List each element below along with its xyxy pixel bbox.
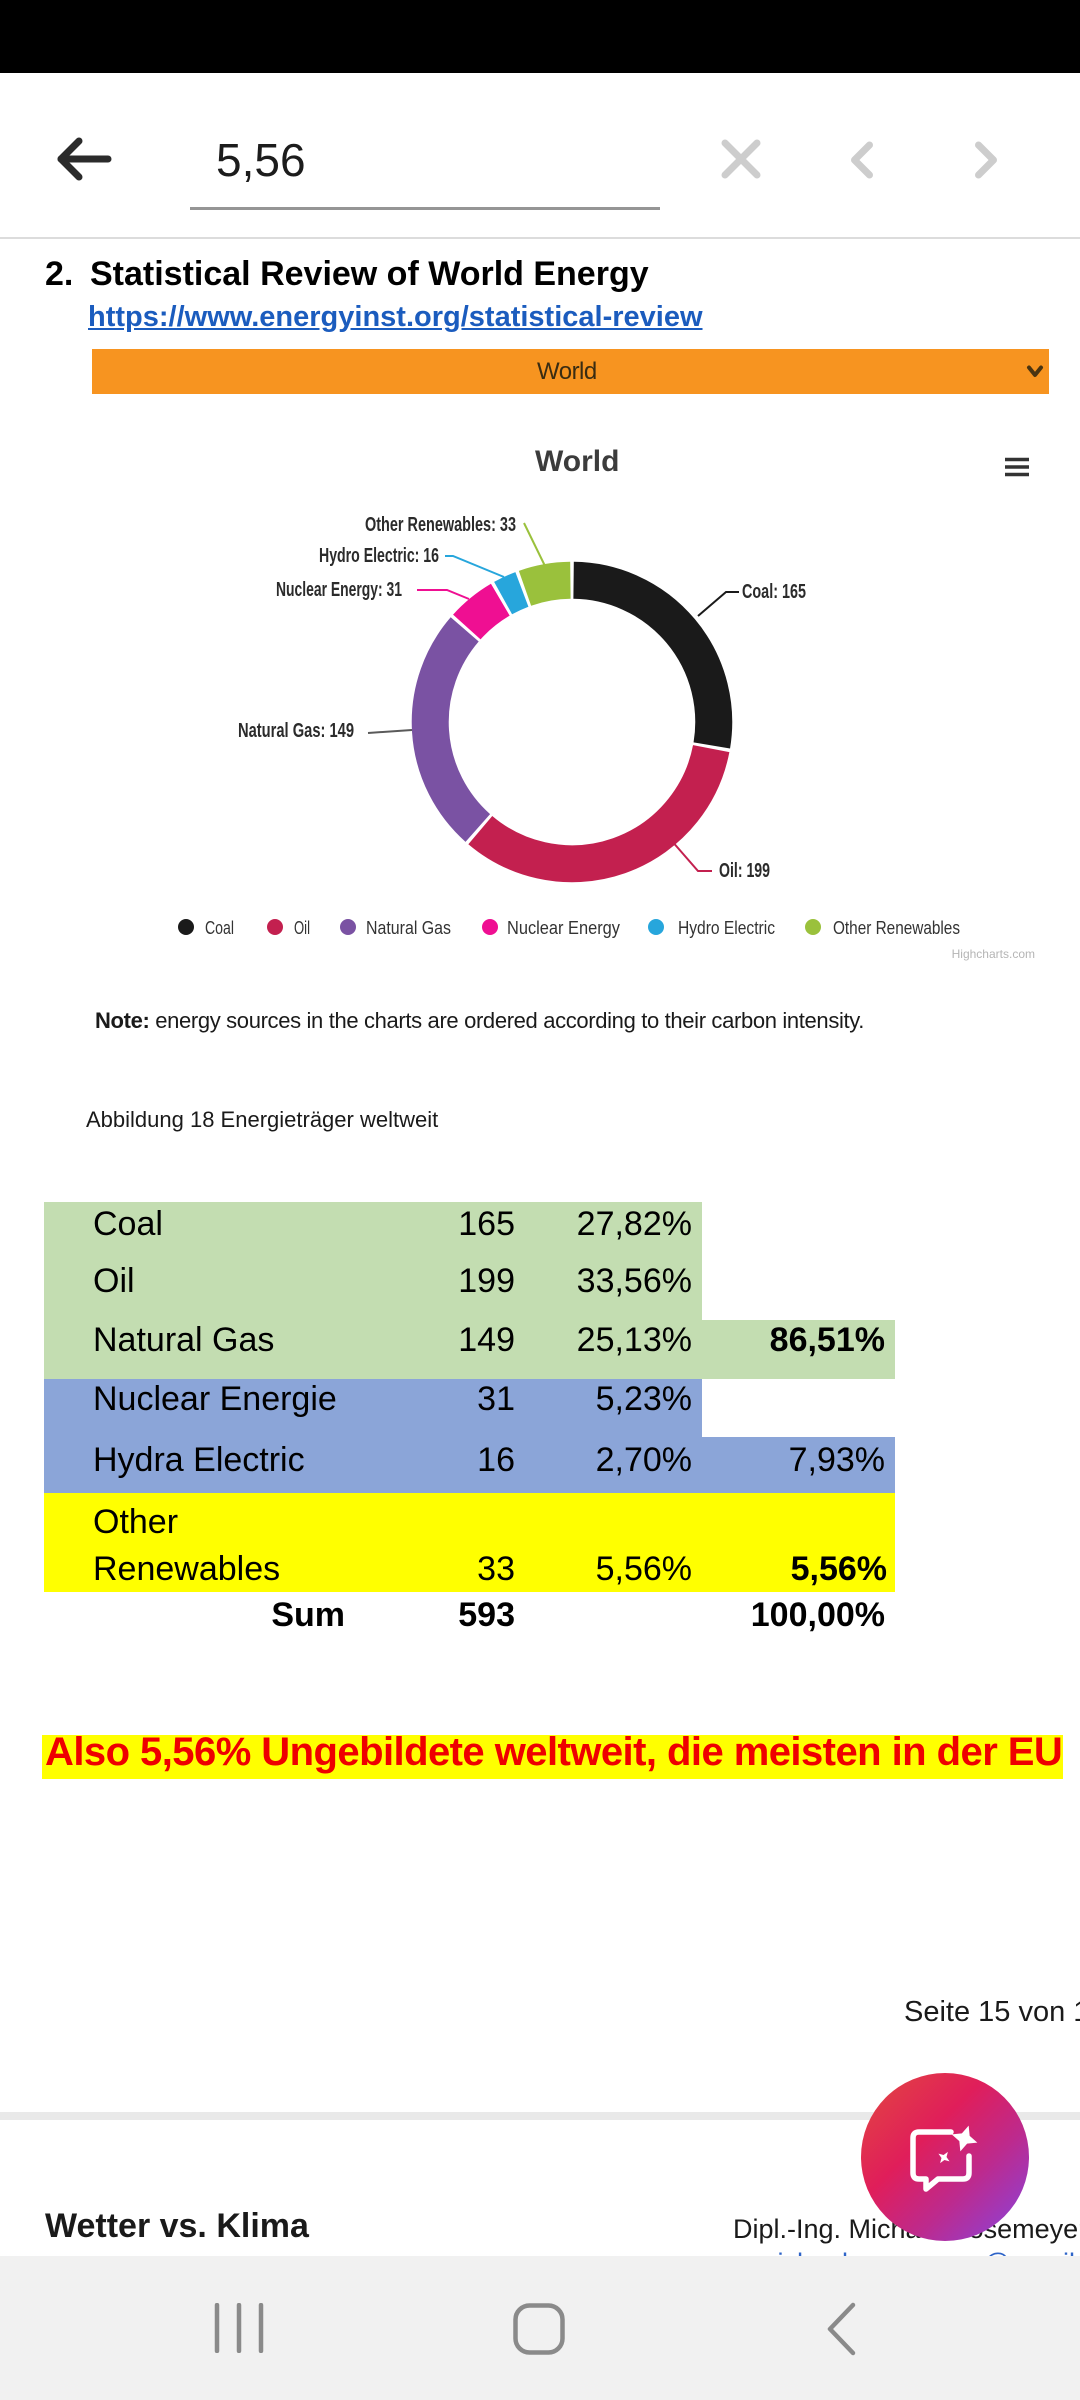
- svg-text:Oil: Oil: [294, 918, 310, 938]
- svg-text:Natural Gas: 149: Natural Gas: 149: [238, 720, 354, 742]
- svg-text:Coal: Coal: [205, 918, 234, 938]
- svg-text:Nuclear Energy: 31: Nuclear Energy: 31: [276, 579, 402, 601]
- svg-text:Hydro Electric: 16: Hydro Electric: 16: [319, 545, 439, 567]
- svg-text:Hydro Electric: Hydro Electric: [678, 918, 775, 938]
- svg-text:Coal: 165: Coal: 165: [742, 581, 806, 603]
- svg-text:Nuclear Energy: Nuclear Energy: [507, 918, 620, 938]
- svg-text:Natural Gas: Natural Gas: [366, 918, 451, 938]
- svg-text:Other Renewables: 33: Other Renewables: 33: [365, 514, 516, 536]
- svg-text:Highcharts.com: Highcharts.com: [952, 947, 1035, 961]
- svg-text:Oil: 199: Oil: 199: [719, 860, 770, 882]
- svg-text:Other Renewables: Other Renewables: [833, 918, 960, 938]
